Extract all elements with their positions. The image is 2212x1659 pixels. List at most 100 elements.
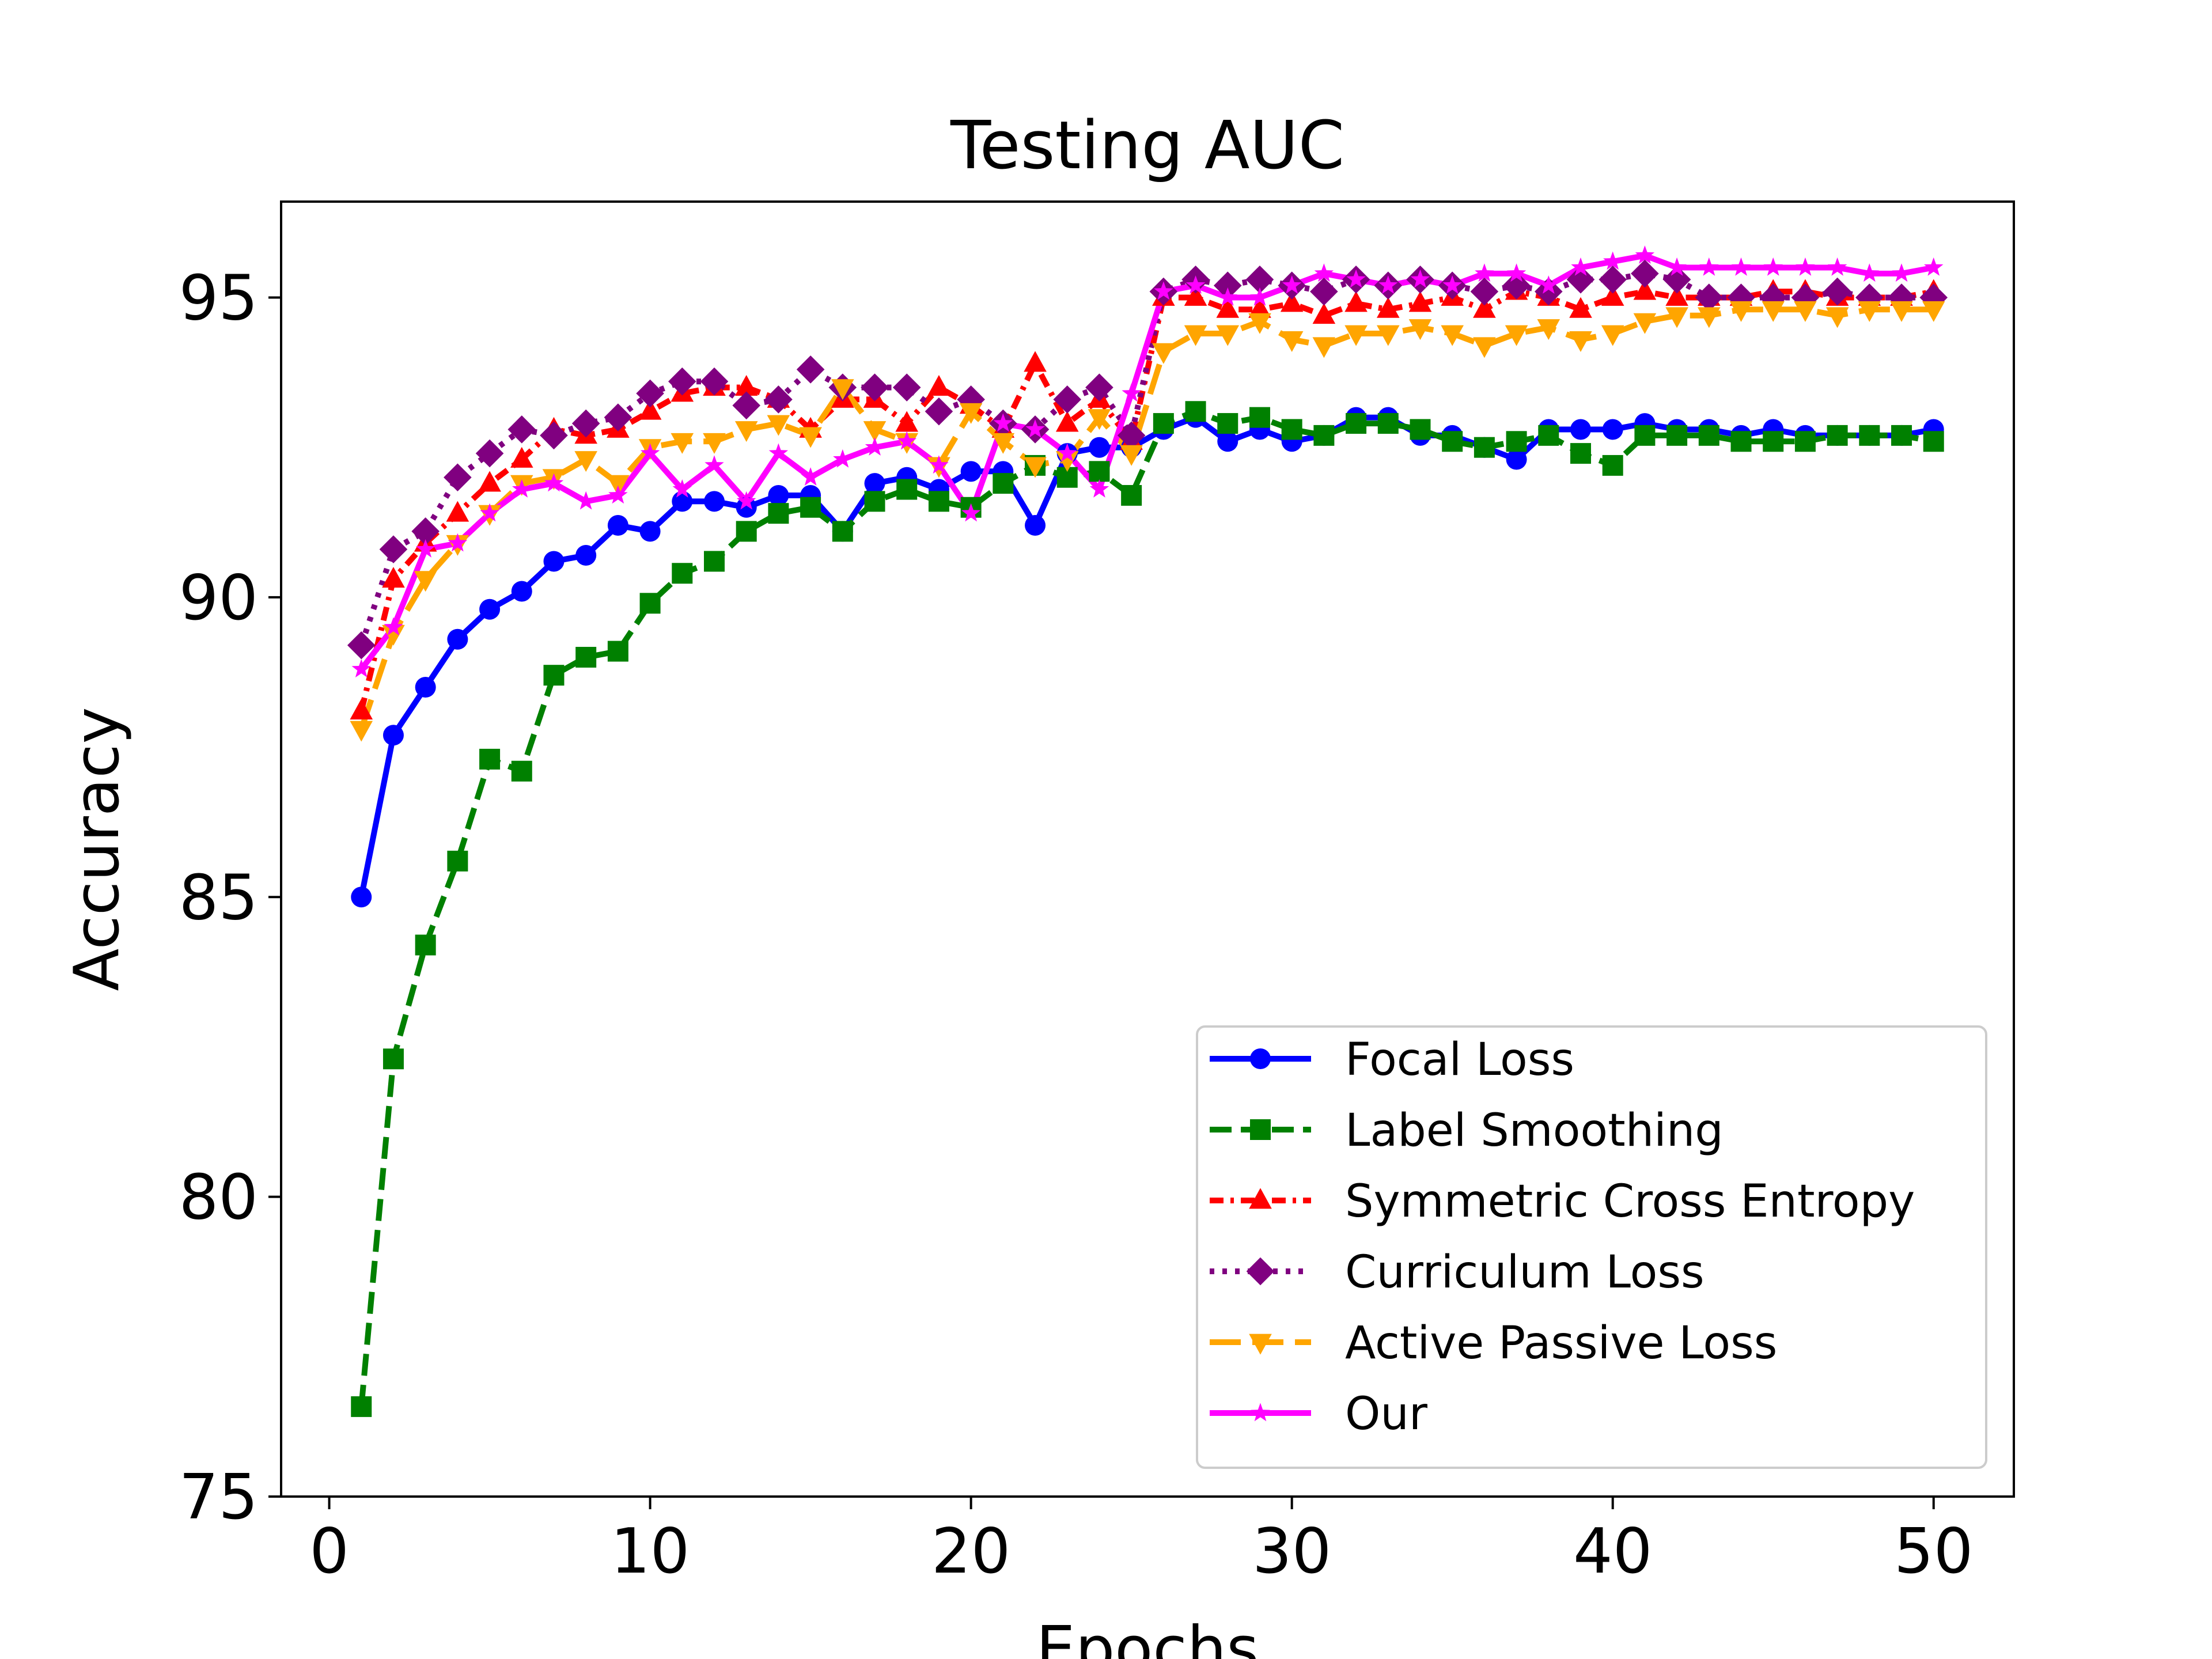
data-point-focal-loss [1025,515,1046,536]
data-point-active-passive-loss [1569,331,1592,352]
data-point-curriculum-loss [892,373,921,402]
data-point-active-passive-loss [1601,325,1624,346]
data-point-curriculum-loss [636,379,664,408]
legend-marker-our [1251,1403,1270,1422]
data-point-label-smoothing [864,491,885,512]
data-point-label-smoothing [1923,431,1944,452]
data-point-symmetric-cross-entropy [350,699,373,720]
data-point-our [1218,287,1237,306]
data-point-curriculum-loss [1470,277,1499,306]
data-point-active-passive-loss [1665,307,1688,328]
data-point-label-smoothing [607,641,628,662]
data-point-focal-loss [864,473,885,494]
data-point-active-passive-loss [1890,301,1913,322]
data-point-our [865,437,885,456]
data-point-active-passive-loss [1312,337,1336,358]
data-point-symmetric-cross-entropy [1344,291,1368,312]
chart-title: Testing AUC [950,107,1344,184]
data-point-curriculum-loss [571,409,600,438]
data-point-active-passive-loss [1441,325,1464,346]
data-point-active-passive-loss [1825,307,1849,328]
data-point-curriculum-loss [1599,265,1627,294]
data-point-label-smoothing [1249,407,1270,428]
legend-marker-active-passive-loss [1249,1334,1272,1355]
data-point-symmetric-cross-entropy [510,446,533,468]
data-point-active-passive-loss [1408,319,1432,340]
data-point-active-passive-loss [831,379,854,400]
data-point-curriculum-loss [379,535,408,563]
data-point-active-passive-loss [1280,331,1304,352]
data-point-curriculum-loss [475,439,504,468]
data-point-active-passive-loss [1024,457,1047,478]
data-point-label-smoothing [1185,401,1206,422]
data-point-focal-loss [1602,419,1623,440]
data-point-symmetric-cross-entropy [1184,285,1207,306]
data-point-focal-loss [672,491,693,512]
data-point-active-passive-loss [1729,301,1753,322]
data-point-our [1185,275,1206,294]
data-point-our [704,455,724,474]
legend-label-label-smoothing: Label Smoothing [1345,1105,1724,1157]
data-point-symmetric-cross-entropy [895,411,919,432]
data-point-label-smoothing [639,593,661,614]
data-point-active-passive-loss [1248,313,1271,334]
data-point-curriculum-loss [1695,283,1724,312]
data-point-label-smoothing [993,473,1014,494]
data-point-curriculum-loss [925,397,953,426]
data-point-active-passive-loss [1055,451,1079,472]
data-point-our [768,443,789,462]
data-point-our [1571,257,1590,276]
data-point-curriculum-loss [540,421,568,450]
data-point-label-smoothing [832,521,853,542]
data-point-our [1475,263,1494,282]
data-point-our [1378,275,1398,294]
data-point-label-smoothing [1474,437,1495,458]
legend-marker-curriculum-loss [1246,1257,1275,1286]
data-point-label-smoothing [768,503,789,524]
data-point-active-passive-loss [671,433,694,454]
data-point-active-passive-loss [382,624,405,646]
data-point-symmetric-cross-entropy [1055,411,1079,432]
data-point-our [1506,263,1527,282]
data-point-label-smoothing [928,491,949,512]
data-point-focal-loss [1089,437,1110,458]
data-point-label-smoothing [704,551,725,572]
data-point-our [737,491,756,510]
data-point-our [576,491,596,510]
series-markers [347,245,1948,1417]
data-point-curriculum-loss [1534,277,1563,306]
data-point-label-smoothing [1153,413,1174,434]
data-point-focal-loss [704,491,725,512]
data-point-active-passive-loss [574,451,597,472]
data-point-label-smoothing [1634,425,1656,446]
data-point-symmetric-cross-entropy [382,567,405,588]
data-point-our [1410,269,1430,288]
data-point-label-smoothing [1763,431,1784,452]
data-point-label-smoothing [1089,461,1110,482]
data-point-curriculum-loss [1310,277,1338,306]
data-point-label-smoothing [1346,413,1367,434]
data-point-curriculum-loss [700,367,729,396]
data-point-our [1859,263,1880,282]
data-point-curriculum-loss [796,355,825,384]
data-point-curriculum-loss [1213,271,1242,300]
data-point-label-smoothing [1121,484,1142,506]
data-point-label-smoothing [896,479,918,500]
data-point-our [1731,257,1751,276]
x-tick-label: 10 [611,1516,690,1588]
data-point-our [1089,479,1109,498]
data-point-active-passive-loss [703,433,726,454]
data-point-label-smoothing [575,646,597,668]
data-point-curriculum-loss [1662,265,1691,294]
data-point-active-passive-loss [991,433,1015,454]
data-point-active-passive-loss [799,427,822,448]
data-point-curriculum-loss [1117,421,1146,450]
data-point-symmetric-cross-entropy [1569,297,1592,318]
y-tick-label: 75 [179,1461,258,1533]
legend-box [1196,1025,1987,1469]
data-point-our [415,539,435,558]
data-point-our [1667,257,1687,276]
data-point-label-smoothing [1602,454,1623,476]
data-point-label-smoothing [351,1396,372,1417]
data-point-label-smoothing [1730,431,1752,452]
